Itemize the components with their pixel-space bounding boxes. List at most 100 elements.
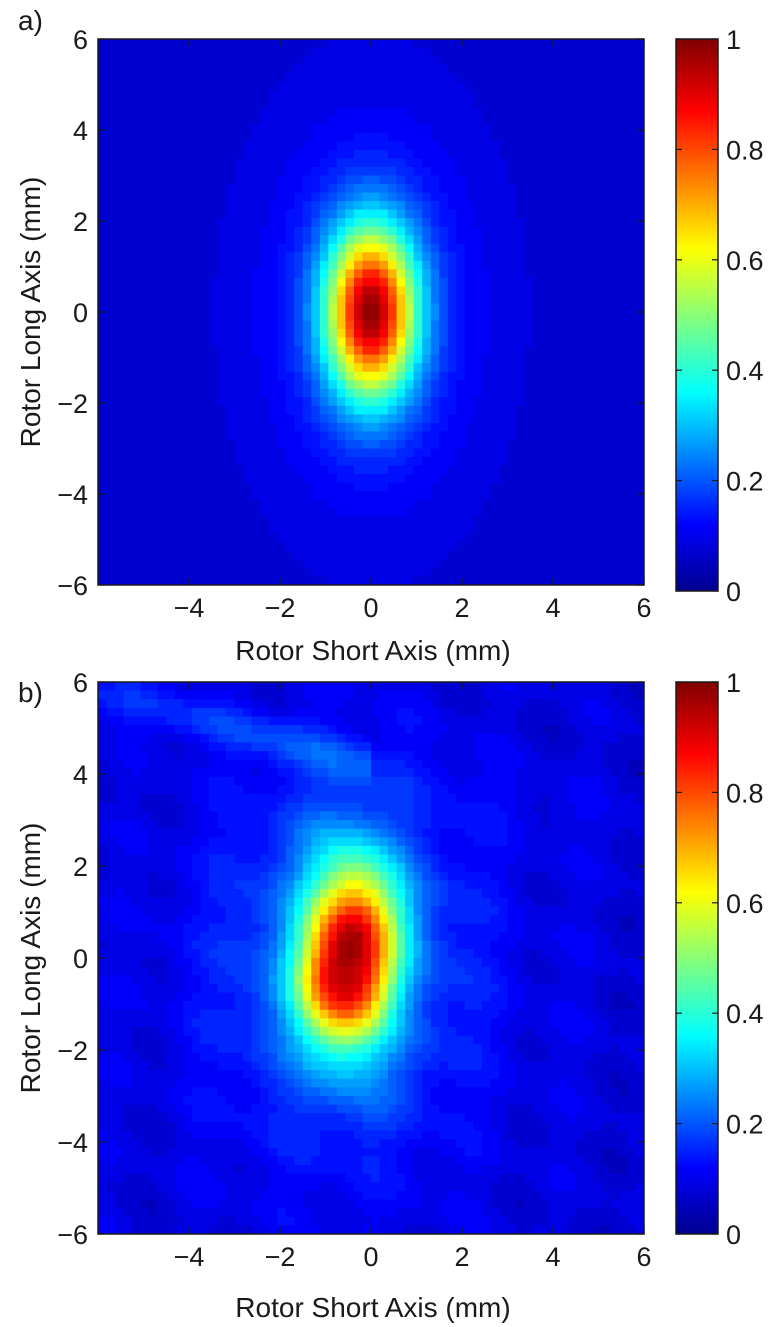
heatmap-cell [439,508,449,518]
heatmap-cell [626,115,637,125]
heatmap-cell [132,431,142,441]
heatmap-cell [371,405,381,415]
heatmap-cell [447,260,457,270]
heatmap-cell [447,235,457,245]
heatmap-cell [191,64,201,74]
heatmap-cell [183,499,193,509]
heatmap-cell [558,218,568,228]
heatmap-cell [584,73,594,83]
heatmap-cell [277,107,287,117]
heatmap-cell [550,98,560,108]
heatmap-cell [234,73,244,83]
heatmap-cell [626,329,637,339]
heatmap-cell [183,405,193,415]
heatmap-cell [456,192,466,202]
heatmap-cell [635,742,644,752]
heatmap-cell [567,371,577,381]
heatmap-cell [191,363,201,373]
heatmap-cell [328,218,338,228]
heatmap-cell [166,508,176,518]
heatmap-cell [217,422,227,433]
heatmap-cell [234,525,244,535]
heatmap-cell [302,218,312,228]
heatmap-cell [430,303,440,313]
heatmap-cell [166,768,176,778]
heatmap-cell [362,474,372,484]
heatmap-cell [260,286,270,296]
heatmap-cell [626,277,637,288]
heatmap-cell [575,785,585,795]
heatmap-cell [464,533,474,543]
heatmap-cell [592,218,602,228]
heatmap-cell [149,124,159,134]
heatmap-cell [618,533,628,543]
heatmap-cell [191,751,201,761]
heatmap-cell [422,81,432,91]
heatmap-cell [533,277,543,288]
heatmap-cell [507,725,517,735]
heatmap-cell [106,414,116,424]
heatmap-cell [285,525,295,535]
heatmap-cell [371,303,381,313]
heatmap-cell [498,474,509,484]
heatmap-cell [200,149,210,160]
heatmap-cell [575,559,585,569]
heatmap-cell [115,286,125,296]
heatmap-cell [311,260,321,270]
heatmap-cell [123,508,133,518]
heatmap-cell [490,39,500,49]
heatmap-cell [464,286,474,296]
heatmap-cell [217,576,227,585]
heatmap-cell [123,226,133,236]
heatmap-cell [422,107,432,117]
heatmap-cell [490,312,500,322]
heatmap-cell [98,525,108,535]
heatmap-cell [285,759,295,769]
heatmap-cell [507,422,517,433]
heatmap-cell [456,64,466,74]
heatmap-cell [225,533,236,543]
heatmap-cell [328,725,338,735]
heatmap-cell [243,286,253,296]
heatmap-cell [115,482,125,492]
heatmap-cell [208,175,219,185]
heatmap-cell [243,354,253,364]
heatmap-cell [609,158,620,168]
heatmap-cell [396,209,406,219]
heatmap-cell [575,380,585,390]
heatmap-cell [191,759,201,769]
heatmap-cell [106,474,116,484]
heatmap-cell [311,269,321,279]
heatmap-cell [371,422,381,433]
heatmap-cell [115,363,125,373]
heatmap-cell [106,269,116,279]
heatmap-cell [174,690,184,700]
heatmap-cell [618,39,628,49]
heatmap-cell [174,482,184,492]
heatmap-cell [567,149,577,160]
heatmap-cell [302,260,312,270]
heatmap-cell [319,149,329,160]
heatmap-cell [345,542,355,552]
heatmap-cell [157,141,167,151]
heatmap-cell [353,363,364,373]
heatmap-cell [217,397,227,407]
heatmap-cell [294,707,304,718]
heatmap-cell [379,508,389,518]
heatmap-cell [183,73,193,83]
heatmap-cell [345,56,355,66]
heatmap-cell [524,457,534,467]
heatmap-cell [609,414,620,424]
heatmap-cell [447,354,457,364]
heatmap-cell [567,499,577,509]
heatmap-cell [388,124,398,134]
heatmap-cell [575,388,585,398]
heatmap-cell [174,226,184,236]
heatmap-cell [353,690,364,700]
heatmap-cell [516,699,526,709]
heatmap-cell [524,149,534,160]
heatmap-cell [558,354,568,364]
heatmap-cell [481,733,492,743]
heatmap-cell [550,405,560,415]
heatmap-cell [191,533,201,543]
